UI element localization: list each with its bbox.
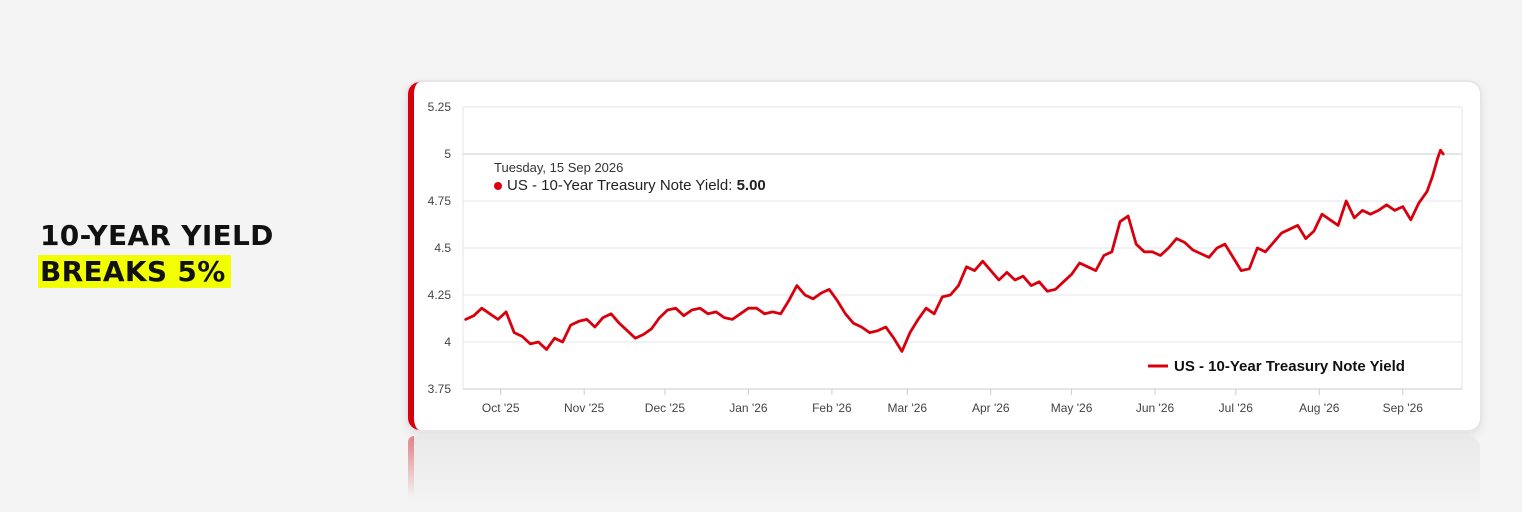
y-tick-label-4: 4.25 xyxy=(428,288,452,302)
y-tick-label-0: 5.25 xyxy=(428,100,452,114)
headline: 10-YEAR YIELD BREAKS 5% xyxy=(38,218,274,290)
x-tick-label-7: May '26 xyxy=(1051,401,1093,415)
x-tick-label-1: Nov '25 xyxy=(564,401,605,415)
x-tick-label-10: Aug '26 xyxy=(1299,401,1340,415)
tooltip-date: Tuesday, 15 Sep 2026 xyxy=(494,160,623,175)
x-tick-label-8: Jun '26 xyxy=(1136,401,1175,415)
x-tick-label-0: Oct '25 xyxy=(482,401,520,415)
chart-card xyxy=(408,82,1480,430)
chart-tooltip: Tuesday, 15 Sep 2026 US - 10-Year Treasu… xyxy=(494,160,766,194)
x-tick-label-11: Sep '26 xyxy=(1383,401,1424,415)
chart-legend[interactable]: US - 10-Year Treasury Note Yield xyxy=(1148,358,1405,375)
x-tick-label-2: Dec '25 xyxy=(645,401,686,415)
tooltip-series-text: US - 10-Year Treasury Note Yield: 5.00 xyxy=(507,177,766,194)
x-tick-label-6: Apr '26 xyxy=(972,401,1010,415)
tooltip-series-label: US - 10-Year Treasury Note Yield: xyxy=(507,177,737,194)
series-line-us-10y-yield[interactable] xyxy=(464,148,1445,353)
chart-reflection xyxy=(408,436,1480,512)
x-tick-label-4: Feb '26 xyxy=(812,401,852,415)
tooltip-series-dot xyxy=(494,182,502,190)
x-tick-label-9: Jul '26 xyxy=(1219,401,1254,415)
y-tick-label-1: 5 xyxy=(444,147,451,161)
headline-line-1: 10-YEAR YIELD xyxy=(40,219,274,252)
legend-label: US - 10-Year Treasury Note Yield xyxy=(1174,358,1405,375)
x-tick-label-5: Mar '26 xyxy=(887,401,927,415)
y-tick-label-5: 4 xyxy=(444,335,451,349)
tooltip-value: 5.00 xyxy=(737,177,766,194)
y-tick-label-3: 4.5 xyxy=(434,241,451,255)
y-tick-label-2: 4.75 xyxy=(428,194,452,208)
x-tick-label-3: Jan '26 xyxy=(729,401,768,415)
y-tick-label-6: 3.75 xyxy=(428,382,452,396)
headline-line-2-highlight: BREAKS 5% xyxy=(38,255,231,288)
